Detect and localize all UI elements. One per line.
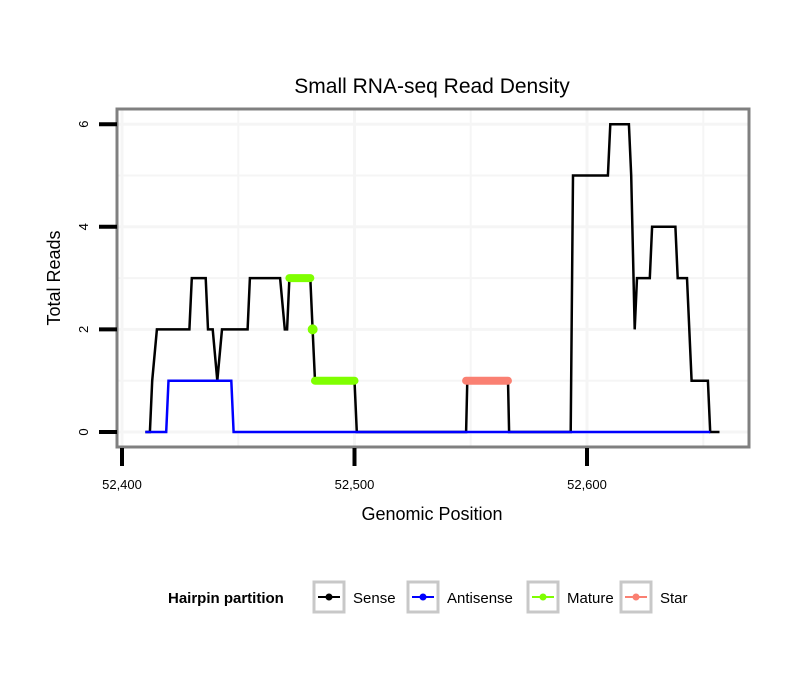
legend-key-point-mature (539, 593, 547, 601)
y-axis: 0 2 4 6 (76, 121, 117, 436)
y-axis-title: Total Reads (44, 230, 64, 325)
legend-item-antisense: Antisense (406, 580, 513, 614)
grid (118, 110, 748, 446)
legend-label-antisense: Antisense (447, 590, 513, 607)
plot-panel-border (115, 107, 751, 449)
series-layer (145, 122, 720, 434)
legend-item-sense: Sense (312, 580, 396, 614)
y-tick-label: 4 (76, 223, 91, 230)
x-axis-title: Genomic Position (361, 504, 502, 524)
x-tick-label: 52,400 (102, 477, 142, 492)
x-tick-label: 52,600 (567, 477, 607, 492)
series-mature-point (307, 324, 318, 335)
legend-key-point-sense (325, 593, 333, 601)
legend-label-star: Star (660, 590, 688, 607)
legend-label-sense: Sense (353, 590, 396, 607)
x-tick-label: 52,500 (335, 477, 375, 492)
legend-item-mature: Mature (526, 580, 614, 614)
x-axis: 52,400 52,500 52,600 (102, 448, 607, 492)
legend-key-point-star (632, 593, 640, 601)
y-tick-label: 6 (76, 121, 91, 128)
y-tick-label: 2 (76, 326, 91, 333)
legend-title: Hairpin partition (168, 590, 284, 607)
series-antisense-line (145, 379, 711, 434)
chart-title: Small RNA-seq Read Density (294, 75, 570, 98)
legend-item-star: Star (619, 580, 688, 614)
legend: Hairpin partition Sense Antisense Mature St… (168, 580, 688, 614)
legend-key-point-antisense (419, 593, 427, 601)
y-tick-label: 0 (76, 428, 91, 435)
legend-label-mature: Mature (567, 590, 614, 607)
